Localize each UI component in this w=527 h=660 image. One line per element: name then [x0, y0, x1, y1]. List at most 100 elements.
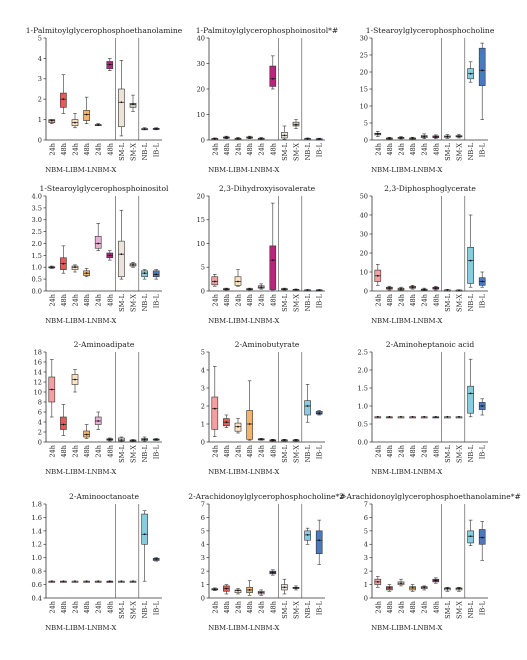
x-tick-label: SM-L: [444, 444, 452, 462]
box-mean-dot: [132, 439, 134, 442]
x-tick-label: SM-X: [293, 445, 301, 463]
group-label: IBM-L: [233, 166, 255, 174]
y-tick-label: 20: [197, 85, 205, 93]
y-tick-label: 12: [34, 378, 42, 386]
box-mean-dot: [120, 101, 123, 104]
x-tick-label: SM-X: [293, 143, 301, 161]
box-mean-dot: [400, 137, 402, 139]
box-mean-dot: [132, 103, 134, 106]
x-tick-label: 48h: [386, 600, 394, 613]
y-tick-label: 20: [360, 249, 368, 257]
y-tick-label: 5: [364, 119, 368, 127]
y-tick-label: 4: [364, 541, 368, 549]
group-label: NBM-X: [92, 468, 117, 476]
box-mean-dot: [411, 587, 414, 589]
box-mean-dot: [283, 288, 286, 290]
box-mean-dot: [271, 259, 274, 262]
box-mean-dot: [481, 69, 484, 72]
group-label: NBM-L: [208, 317, 233, 325]
y-tick-label: 10: [197, 111, 205, 119]
y-tick-label: 8: [38, 398, 42, 406]
y-tick-label: 40: [197, 34, 205, 42]
x-tick-label: IB-L: [479, 600, 487, 615]
x-tick-label: SM-X: [456, 294, 464, 312]
box-mean-dot: [376, 274, 379, 277]
chart-title: 2-Aminooctanoate: [69, 492, 139, 501]
x-tick-label: 24h: [421, 444, 429, 457]
box-mean-dot: [376, 132, 379, 135]
box-mean-dot: [318, 138, 321, 140]
x-tick-label: SM-L: [118, 293, 126, 311]
group-label: NBM-X: [418, 468, 443, 476]
box-mean-dot: [458, 135, 460, 138]
box-mark: [467, 385, 474, 414]
y-tick-label: 4.0: [32, 192, 43, 200]
box-mean-dot: [62, 423, 65, 426]
x-tick-label: 48h: [83, 600, 91, 613]
group-label: NBM-L: [371, 166, 396, 174]
chart-panel: 1-Palmitoylglycerophosphoethanolamine 0 1 2…: [26, 26, 183, 174]
box-mean-dot: [74, 580, 76, 583]
box-mean-dot: [271, 77, 274, 80]
group-label: NBM-L: [45, 166, 70, 174]
y-tick-label: 3: [364, 554, 368, 562]
x-tick-label: 24h: [95, 293, 103, 306]
y-tick-label: 4: [38, 55, 42, 63]
x-tick-label: 24h: [374, 600, 382, 613]
x-tick-label: 48h: [223, 444, 231, 457]
box-mean-dot: [120, 439, 123, 441]
box-mean-dot: [260, 438, 263, 441]
x-tick-label: 48h: [106, 142, 114, 155]
box-mean-dot: [295, 123, 297, 126]
box-mean-dot: [155, 127, 158, 130]
box-mark: [60, 416, 67, 430]
chart-panel: 2-Aminooctanoate 0.4 0.6 0.8 1.0 1.2 1.4 1.6 1.8…: [32, 492, 162, 632]
box-mean-dot: [400, 415, 402, 418]
x-tick-label: 24h: [95, 142, 103, 155]
group-label: IBM-L: [70, 624, 92, 632]
x-tick-label: SM-X: [130, 294, 138, 312]
group-label: NBM-L: [208, 166, 233, 174]
x-tick-label: 24h: [398, 142, 406, 155]
y-tick-label: 1.5: [32, 252, 43, 260]
x-tick-label: IB-L: [316, 600, 324, 615]
box-mean-dot: [318, 289, 321, 291]
box-mark: [60, 92, 67, 108]
box-mark: [211, 396, 219, 430]
x-tick-label: NB-L: [304, 600, 312, 618]
group-label: IBM-L: [396, 317, 418, 325]
y-tick-label: 1.6: [32, 514, 43, 522]
x-tick-label: 48h: [409, 600, 417, 613]
x-tick-label: 48h: [60, 600, 68, 613]
y-tick-label: 2: [38, 96, 42, 104]
x-tick-label: SM-X: [456, 445, 464, 463]
x-tick-label: 48h: [269, 142, 277, 155]
y-tick-label: 0: [38, 136, 42, 144]
x-tick-label: 48h: [386, 293, 394, 306]
group-label: NBM-L: [45, 317, 70, 325]
box-mean-dot: [446, 135, 449, 138]
chart-title: 1-Stearoylglycerophosphoinositol: [40, 184, 170, 193]
x-tick-label: 48h: [269, 444, 277, 457]
x-tick-label: NB-L: [304, 293, 312, 311]
chart-panel: 2-Aminoheptanoic acid 0.0 0.5 1.0 1.5 2.0 2.5 2…: [358, 340, 488, 476]
box-mark: [129, 102, 137, 108]
y-tick-label: 10: [197, 240, 205, 248]
chart-title: 1-Palmitoylglycerophosphoethanolamine: [26, 26, 183, 35]
x-tick-label: 24h: [258, 293, 266, 306]
x-tick-label: SM-L: [444, 600, 452, 618]
y-tick-label: 5: [38, 34, 42, 42]
y-tick-label: 1: [364, 581, 368, 589]
group-label: IBM-L: [70, 468, 92, 476]
y-tick-label: 2.5: [358, 348, 369, 356]
y-tick-label: 1.8: [32, 500, 43, 508]
x-tick-label: 24h: [398, 293, 406, 306]
x-tick-label: IB-L: [153, 600, 161, 615]
x-tick-label: 24h: [72, 142, 80, 155]
y-tick-label: 2: [38, 428, 42, 436]
box-mean-dot: [481, 536, 484, 539]
box-mean-dot: [62, 98, 65, 101]
box-mean-dot: [62, 580, 65, 583]
y-tick-label: 2: [201, 568, 205, 576]
